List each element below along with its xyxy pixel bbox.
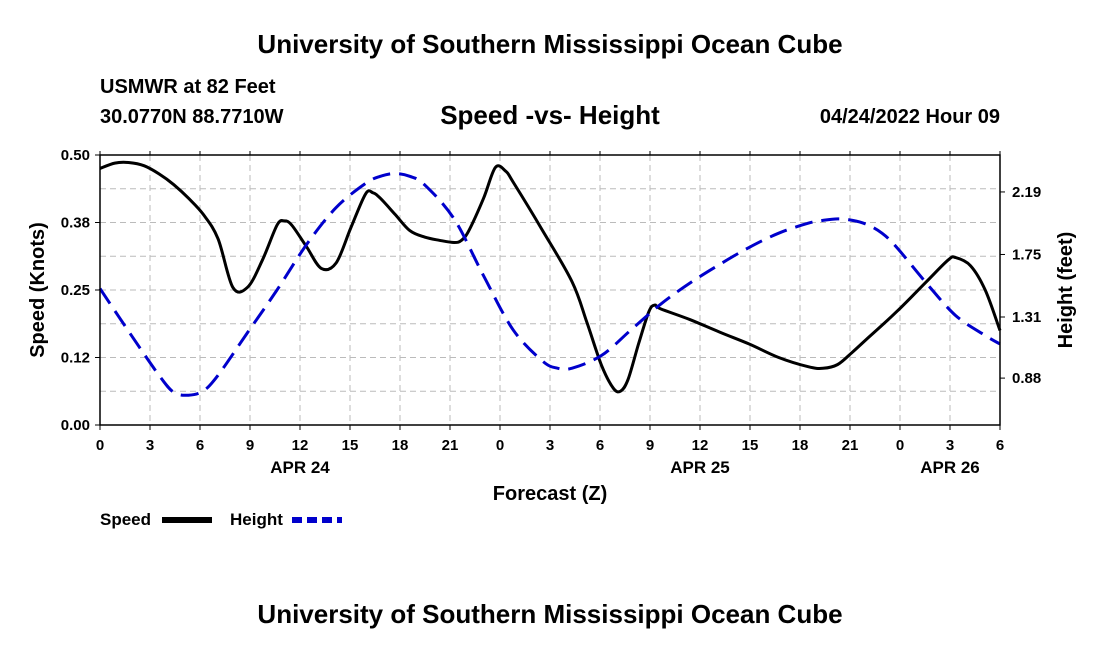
station-coordinates: 30.0770N 88.7710W: [100, 106, 284, 128]
x-tick-label: 3: [546, 437, 554, 454]
x-tick-label: 6: [196, 437, 204, 454]
date-label: APR 25: [670, 458, 730, 477]
x-tick-label: 21: [842, 437, 859, 454]
height-series: [98, 172, 1001, 397]
x-tick-label: 21: [442, 437, 459, 454]
date-labels: APR 24 APR 25 APR 26: [270, 458, 980, 477]
height-line: [98, 172, 1001, 397]
page-title: University of Southern Mississippi Ocean…: [257, 29, 843, 59]
x-axis-title: Forecast (Z): [493, 483, 607, 505]
x-tick-label: 3: [146, 437, 154, 454]
x-axis: 0 3 6 9 12 15 18 21 0 3 6 9 12 15 18 21 0 3 6: [96, 151, 1004, 454]
y-right-tick-label: 0.88: [1012, 370, 1041, 387]
right-axis: 0.88 1.31 1.75 2.19: [1000, 184, 1041, 387]
legend: Speed Height: [100, 510, 342, 529]
x-tick-label: 15: [742, 437, 759, 454]
speed-line: [99, 160, 1002, 394]
x-tick-label: 15: [342, 437, 359, 454]
y-right-tick-label: 1.31: [1012, 309, 1041, 326]
x-tick-label: 6: [996, 437, 1004, 454]
date-label: APR 24: [270, 458, 330, 477]
forecast-datestamp: 04/24/2022 Hour 09: [819, 106, 1000, 128]
station-label: USMWR at 82 Feet: [100, 76, 276, 98]
x-tick-label: 9: [246, 437, 254, 454]
x-tick-label: 18: [392, 437, 409, 454]
x-tick-label: 0: [496, 437, 504, 454]
y-axis-left-title: Speed (Knots): [27, 222, 49, 358]
x-tick-label: 12: [292, 437, 309, 454]
x-tick-label: 9: [646, 437, 654, 454]
y-left-tick-label: 0.38: [61, 215, 90, 232]
date-label: APR 26: [920, 458, 980, 477]
footer-title: University of Southern Mississippi Ocean…: [257, 599, 843, 629]
y-axis-right-title: Height (feet): [1055, 232, 1077, 349]
x-tick-label: 3: [946, 437, 954, 454]
y-left-tick-label: 0.50: [61, 147, 90, 164]
x-tick-label: 12: [692, 437, 709, 454]
y-left-tick-label: 0.12: [61, 350, 90, 367]
y-left-tick-label: 0.25: [61, 282, 90, 299]
x-tick-label: 18: [792, 437, 809, 454]
x-tick-label: 0: [96, 437, 104, 454]
x-tick-label: 6: [596, 437, 604, 454]
y-right-tick-label: 1.75: [1012, 246, 1041, 263]
left-axis: 0.00 0.12 0.25 0.38 0.50: [61, 147, 100, 434]
y-right-tick-label: 2.19: [1012, 184, 1041, 201]
x-tick-label: 0: [896, 437, 904, 454]
chart-subtitle: Speed -vs- Height: [440, 100, 660, 130]
legend-height-label: Height: [230, 510, 283, 529]
chart-grid: [100, 155, 1000, 425]
y-left-tick-label: 0.00: [61, 417, 90, 434]
speed-series: [99, 160, 1002, 394]
legend-speed-label: Speed: [100, 510, 151, 529]
